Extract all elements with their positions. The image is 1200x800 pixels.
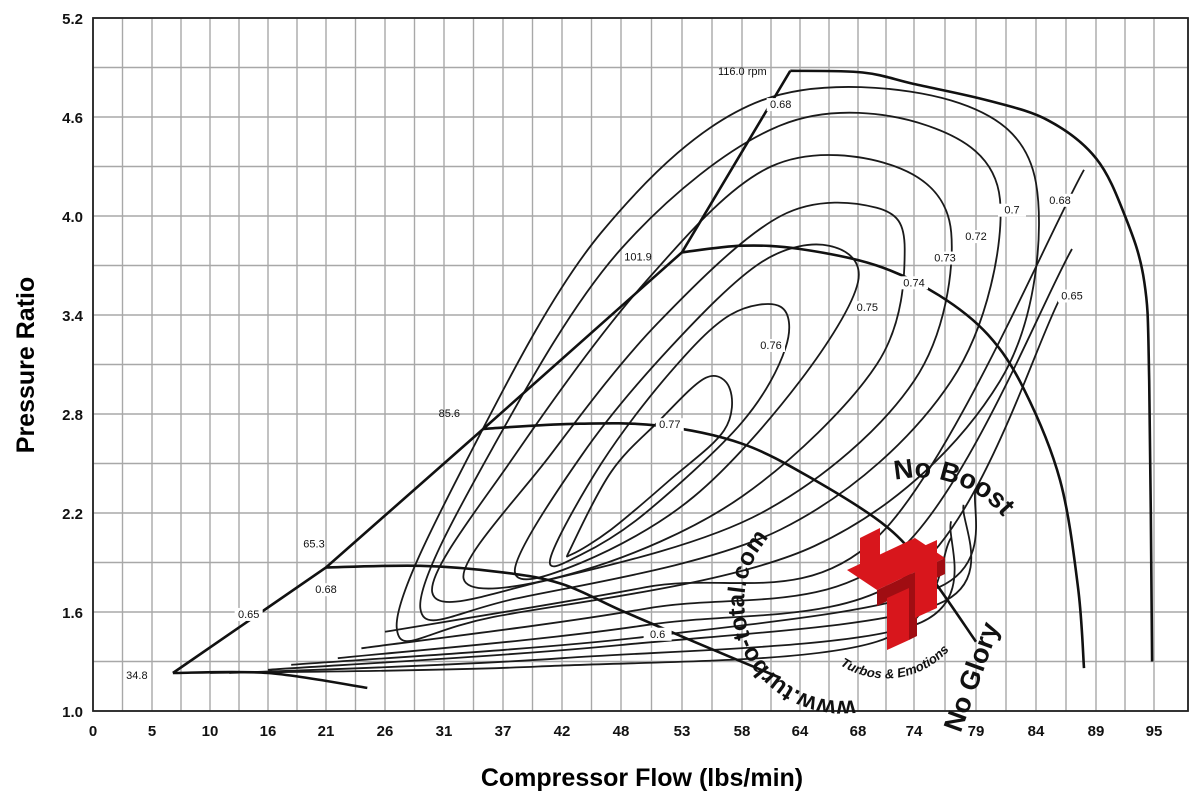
x-tick-label: 37 [495, 723, 512, 740]
x-tick-label: 95 [1146, 723, 1163, 740]
x-axis-title: Compressor Flow (lbs/min) [481, 764, 803, 792]
efficiency-island [431, 154, 953, 603]
efficiency-label: 0.68 [1046, 193, 1074, 207]
grid [92, 17, 1189, 712]
y-tick-label: 5.2 [62, 11, 83, 28]
efficiency-island [566, 375, 733, 558]
turbo-total-logo-icon [847, 528, 945, 650]
svg-text:0.76: 0.76 [760, 340, 781, 352]
x-tick-label: 53 [674, 723, 691, 740]
x-tick-label: 58 [734, 723, 751, 740]
svg-text:0.74: 0.74 [903, 277, 924, 289]
x-tick-label: 16 [260, 723, 277, 740]
x-tick-label: 5 [148, 723, 156, 740]
y-tick-label: 2.2 [62, 506, 83, 523]
y-tick-label: 3.4 [62, 308, 84, 325]
efficiency-contour [384, 169, 1085, 633]
y-tick-label: 1.0 [62, 704, 83, 721]
y-tick-label: 4.6 [62, 110, 83, 127]
efficiency-island [395, 86, 1040, 643]
x-tick-label: 48 [613, 723, 630, 740]
svg-text:0.68: 0.68 [315, 584, 336, 596]
speed-line-label: 85.6 [439, 408, 460, 420]
watermark-slogan-bottom: No Glory [938, 618, 1005, 735]
speed-line-label: 101.9 [624, 251, 652, 263]
x-tick-label: 26 [377, 723, 394, 740]
speed-line-labels: 34.8 65.3 85.6 101.9 116.0 rpm [126, 66, 767, 682]
efficiency-contour [337, 298, 1061, 660]
efficiency-label: 0.73 [931, 251, 959, 265]
speed-line-label: 116.0 rpm [718, 66, 767, 78]
efficiency-island [419, 111, 1002, 622]
y-axis-title: Pressure Ratio [12, 277, 40, 453]
speed-line [681, 244, 1086, 669]
y-tick-label: 1.6 [62, 605, 83, 622]
efficiency-label: 0.68 [312, 583, 340, 597]
efficiency-label: 0.7 [998, 203, 1026, 217]
svg-text:0.68: 0.68 [770, 99, 791, 111]
y-tick-label: 2.8 [62, 407, 83, 424]
speed-line [172, 670, 368, 690]
efficiency-contour [229, 520, 956, 674]
svg-text:0.7: 0.7 [1004, 205, 1019, 217]
watermark-url: www.turbo-total.com [723, 525, 857, 722]
x-tick-label: 10 [202, 723, 219, 740]
y-axis-ticks: 1.0 1.6 2.2 2.8 3.4 4.0 4.6 5.2 [62, 11, 84, 721]
efficiency-contour [361, 248, 1073, 650]
x-tick-label: 64 [792, 723, 809, 740]
efficiency-label: 0.65 [1058, 289, 1086, 303]
x-tick-label: 74 [906, 723, 923, 740]
svg-text:0.75: 0.75 [857, 302, 878, 314]
efficiency-label: 0.72 [962, 230, 990, 244]
efficiency-contour [267, 504, 973, 671]
svg-text:0.77: 0.77 [659, 419, 680, 431]
efficiency-labels: 0.6 0.65 0.68 0.7 0.72 0.73 0.74 0.75 0.76 0.77 0.… [234, 98, 1086, 641]
efficiency-label: 0.68 [766, 98, 795, 112]
speed-line [790, 69, 1154, 662]
svg-text:0.73: 0.73 [934, 253, 955, 265]
x-tick-label: 89 [1088, 723, 1105, 740]
efficiency-label: 0.76 [757, 339, 785, 352]
x-tick-label: 42 [554, 723, 571, 740]
speed-line-label: 34.8 [126, 670, 147, 682]
svg-text:0.65: 0.65 [238, 609, 259, 621]
svg-text:0.6: 0.6 [650, 629, 665, 641]
efficiency-islands [209, 86, 1085, 674]
efficiency-island [462, 201, 906, 590]
plot-frame [92, 17, 1189, 712]
efficiency-label: 0.74 [900, 276, 928, 290]
efficiency-island [549, 303, 791, 568]
surge-line [172, 70, 792, 675]
efficiency-label: 0.75 [853, 301, 882, 315]
y-tick-label: 4.0 [62, 209, 83, 226]
speed-line-label: 65.3 [303, 538, 324, 550]
speed-line [325, 564, 782, 680]
svg-text:0.65: 0.65 [1061, 291, 1082, 303]
x-tick-label: 84 [1028, 723, 1045, 740]
x-tick-label: 79 [968, 723, 985, 740]
x-tick-label: 68 [850, 723, 867, 740]
efficiency-label: 0.6 [643, 627, 672, 641]
x-axis-ticks: 0 5 10 16 21 26 31 37 42 48 53 58 64 68 74 79 84 89 95 [89, 723, 1163, 740]
svg-text:0.72: 0.72 [965, 231, 986, 243]
efficiency-label: 0.77 [655, 418, 684, 432]
svg-text:0.68: 0.68 [1049, 195, 1070, 207]
efficiency-label: 0.65 [234, 607, 263, 621]
x-tick-label: 21 [318, 723, 335, 740]
x-tick-label: 0 [89, 723, 97, 740]
x-tick-label: 31 [436, 723, 453, 740]
